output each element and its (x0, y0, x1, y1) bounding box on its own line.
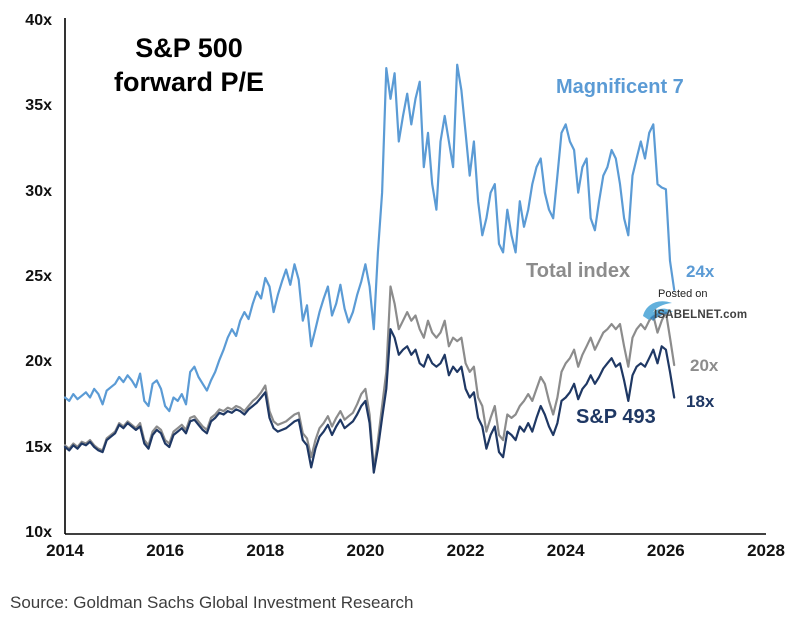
x-tick-label: 2016 (146, 541, 185, 560)
chart-title-line1: S&P 500 (135, 33, 243, 63)
isabelnet-logo-icon (643, 301, 673, 321)
chart-title: S&P 500 forward P/E (98, 32, 280, 100)
y-tick-label: 35x (25, 97, 52, 115)
x-tick-label: 2026 (646, 541, 685, 560)
x-tick-label: 2018 (246, 541, 285, 560)
series-line-magnificent-7 (63, 63, 676, 413)
series-line-s-p-493 (63, 328, 676, 474)
y-tick-label: 20x (25, 353, 52, 371)
magnificent7-label: Magnificent 7 (556, 76, 684, 98)
total-end-value: 20x (690, 356, 719, 375)
x-tick-label: 2020 (346, 541, 385, 560)
x-tick-label: 2024 (546, 541, 585, 560)
y-tick-label: 15x (25, 438, 52, 456)
y-tick-label: 25x (25, 268, 52, 285)
source-text: Source: Goldman Sachs Global Investment … (10, 593, 414, 612)
series-line-total-index (63, 285, 676, 471)
sp493-label: S&P 493 (576, 406, 656, 428)
y-tick-label: 30x (25, 182, 52, 200)
chart-title-line2: forward P/E (113, 66, 265, 97)
total-index-label: Total index (526, 260, 631, 282)
sp493-end-value: 18x (686, 392, 715, 411)
y-tick-label: 10x (25, 524, 52, 541)
x-tick-label: 2022 (446, 541, 485, 560)
y-tick-label: 40x (25, 12, 52, 29)
isabelnet-text: ISABELNET.com (654, 309, 748, 321)
mag7-end-value: 24x (686, 262, 715, 281)
watermark: Posted on ISABELNET.com (643, 288, 774, 330)
x-tick-label: 2028 (747, 541, 785, 560)
x-tick-label: 2014 (46, 541, 84, 560)
posted-on-text: Posted on (658, 288, 708, 300)
